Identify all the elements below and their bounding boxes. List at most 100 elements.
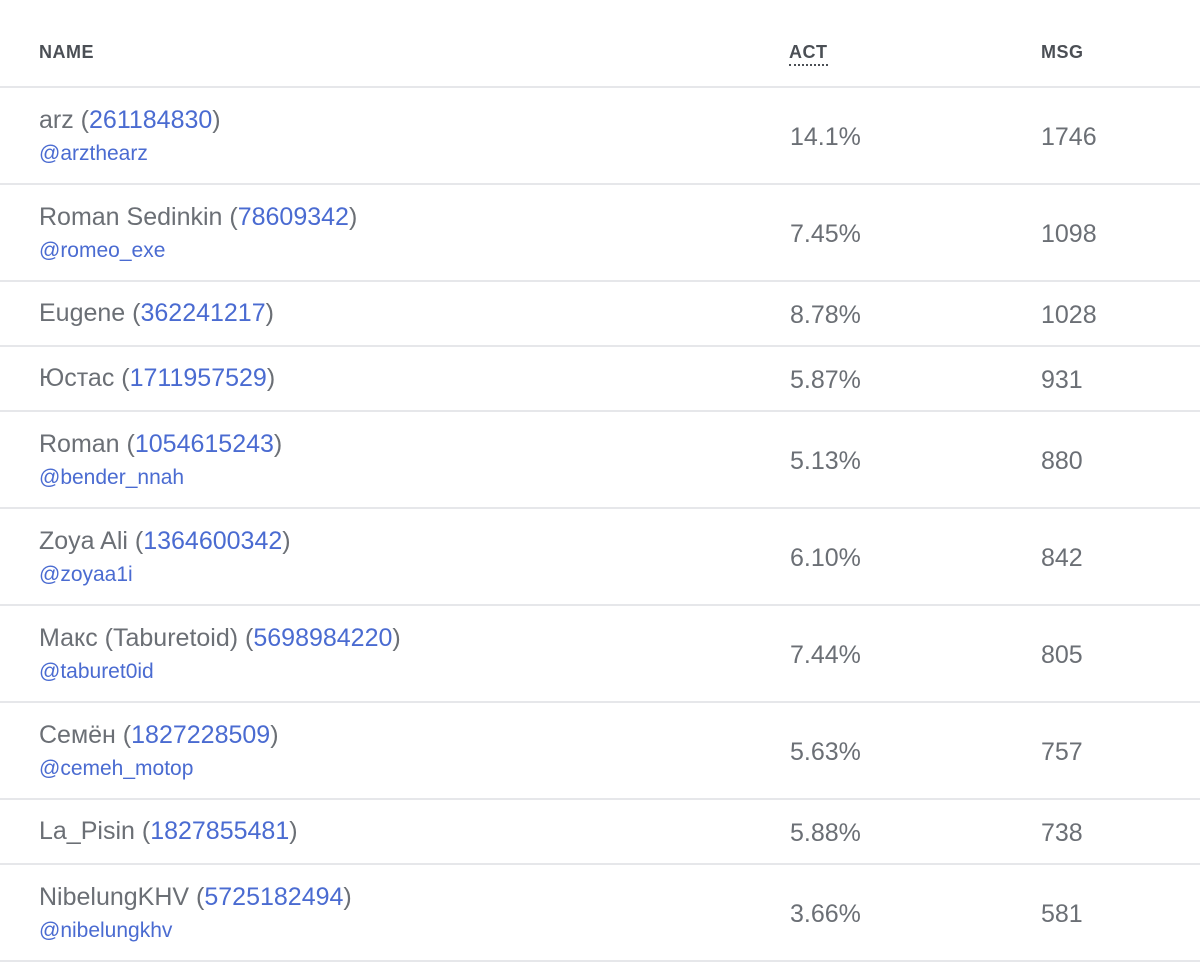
user-handle-link[interactable]: @nibelungkhv [39, 919, 173, 942]
close-paren: ) [212, 106, 221, 134]
table-row[interactable]: Roman (1054615243) @bender_nnah 5.13% 880 [0, 412, 1200, 509]
close-paren: ) [266, 364, 276, 392]
activity-value: 6.10% [790, 544, 861, 572]
message-count: 931 [1041, 366, 1083, 394]
message-count: 1098 [1041, 220, 1097, 248]
user-id-link[interactable]: 5725182494 [204, 883, 344, 911]
close-paren: ) [282, 527, 291, 555]
user-name: La_Pisin [39, 817, 135, 845]
name-cell: NibelungKHV (5725182494) @nibelungkhv [39, 883, 352, 943]
table-row[interactable]: Zoya Ali (1364600342) @zoyaa1i 6.10% 842 [0, 509, 1200, 606]
message-count: 757 [1041, 738, 1083, 766]
name-cell: Семён (1827228509) @cemeh_motop [39, 721, 279, 781]
column-header-msg[interactable]: MSG [1041, 42, 1084, 62]
user-name-line: Семён (1827228509) [39, 721, 279, 750]
name-cell: arz (261184830) @arzthearz [39, 106, 221, 166]
activity-value: 5.63% [790, 738, 861, 766]
message-count: 738 [1041, 819, 1083, 847]
open-paren: ( [114, 364, 130, 392]
user-id-link[interactable]: 1364600342 [143, 527, 283, 555]
open-paren: ( [119, 430, 135, 458]
user-name-line: La_Pisin (1827855481) [39, 817, 298, 846]
user-id-link[interactable]: 1054615243 [134, 430, 274, 458]
user-handle-link[interactable]: @zoyaa1i [39, 563, 133, 586]
user-name-line: Eugene (362241217) [39, 299, 274, 328]
activity-value: 3.66% [790, 900, 861, 928]
name-cell: Юстас (1711957529) [39, 364, 275, 393]
user-name-line: NibelungKHV (5725182494) [39, 883, 352, 912]
close-paren: ) [265, 299, 274, 327]
name-cell: Roman (1054615243) @bender_nnah [39, 430, 282, 490]
user-name: Семён [39, 721, 116, 749]
table-row[interactable]: Юстас (1711957529) 5.87% 931 [0, 347, 1200, 412]
user-name: Zoya Ali [39, 527, 128, 555]
open-paren: ( [127, 527, 144, 555]
close-paren: ) [289, 817, 298, 845]
table-row[interactable]: Макс (Taburetoid) (5698984220) @taburet0i… [0, 606, 1200, 703]
user-id-link[interactable]: 261184830 [89, 106, 213, 134]
open-paren: ( [115, 721, 132, 749]
user-handle-link[interactable]: @arzthearz [39, 142, 148, 165]
user-name: Eugene [39, 299, 126, 327]
table-body: arz (261184830) @arzthearz 14.1% 1746 Roman … [0, 88, 1200, 962]
user-handle-link[interactable]: @bender_nnah [39, 466, 185, 489]
table-row[interactable]: NibelungKHV (5725182494) @nibelungkhv 3.66… [0, 865, 1200, 962]
name-cell: Zoya Ali (1364600342) @zoyaa1i [39, 527, 291, 587]
user-handle-link[interactable]: @taburet0id [39, 660, 154, 683]
message-count: 842 [1041, 544, 1083, 572]
message-count: 805 [1041, 641, 1083, 669]
table-row[interactable]: arz (261184830) @arzthearz 14.1% 1746 [0, 88, 1200, 185]
message-count: 581 [1041, 900, 1083, 928]
user-name: Roman Sedinkin [39, 203, 223, 231]
name-cell: Eugene (362241217) [39, 299, 274, 328]
user-id-link[interactable]: 1711957529 [129, 364, 267, 392]
activity-value: 8.78% [790, 301, 861, 329]
user-handle-link[interactable]: @cemeh_motop [39, 757, 194, 780]
user-name: Roman [39, 430, 120, 458]
column-header-act[interactable]: ACT [789, 42, 828, 66]
user-name-line: Zoya Ali (1364600342) [39, 527, 291, 556]
close-paren: ) [343, 883, 352, 911]
open-paren: ( [238, 624, 254, 652]
table-row[interactable]: Семён (1827228509) @cemeh_motop 5.63% 757 [0, 703, 1200, 800]
user-name-line: Roman Sedinkin (78609342) [39, 203, 357, 232]
table-row[interactable]: La_Pisin (1827855481) 5.88% 738 [0, 800, 1200, 865]
message-count: 1028 [1041, 301, 1097, 329]
user-id-link[interactable]: 1827228509 [131, 721, 271, 749]
user-name-line: Roman (1054615243) [39, 430, 282, 459]
user-name: NibelungKHV [39, 883, 190, 911]
column-header-name[interactable]: NAME [39, 42, 94, 62]
message-count: 1746 [1041, 123, 1097, 151]
user-handle-link[interactable]: @romeo_exe [39, 239, 166, 262]
user-id-link[interactable]: 78609342 [237, 203, 349, 231]
open-paren: ( [73, 106, 90, 134]
table-row[interactable]: Eugene (362241217) 8.78% 1028 [0, 282, 1200, 347]
user-id-link[interactable]: 1827855481 [150, 817, 290, 845]
user-name: Макс (Taburetoid) [39, 624, 239, 652]
user-name-line: Юстас (1711957529) [39, 364, 275, 393]
open-paren: ( [222, 203, 238, 231]
activity-value: 5.88% [790, 819, 861, 847]
name-cell: La_Pisin (1827855481) [39, 817, 298, 846]
open-paren: ( [125, 299, 141, 327]
activity-value: 5.87% [790, 366, 861, 394]
name-cell: Roman Sedinkin (78609342) @romeo_exe [39, 203, 357, 263]
user-name-line: arz (261184830) [39, 106, 221, 135]
close-paren: ) [392, 624, 401, 652]
table-header: NAME ACT MSG [0, 0, 1200, 88]
user-name: Юстас [39, 364, 115, 392]
name-cell: Макс (Taburetoid) (5698984220) @taburet0i… [39, 624, 401, 684]
activity-value: 7.45% [790, 220, 861, 248]
table-row[interactable]: Roman Sedinkin (78609342) @romeo_exe 7.45%… [0, 185, 1200, 282]
open-paren: ( [189, 883, 205, 911]
message-count: 880 [1041, 447, 1083, 475]
close-paren: ) [348, 203, 358, 231]
user-name-line: Макс (Taburetoid) (5698984220) [39, 624, 401, 653]
column-header-act-label: ACT [789, 42, 828, 66]
user-id-link[interactable]: 362241217 [140, 299, 266, 327]
activity-value: 14.1% [790, 123, 861, 151]
activity-value: 7.44% [790, 641, 861, 669]
close-paren: ) [270, 721, 279, 749]
user-id-link[interactable]: 5698984220 [253, 624, 393, 652]
